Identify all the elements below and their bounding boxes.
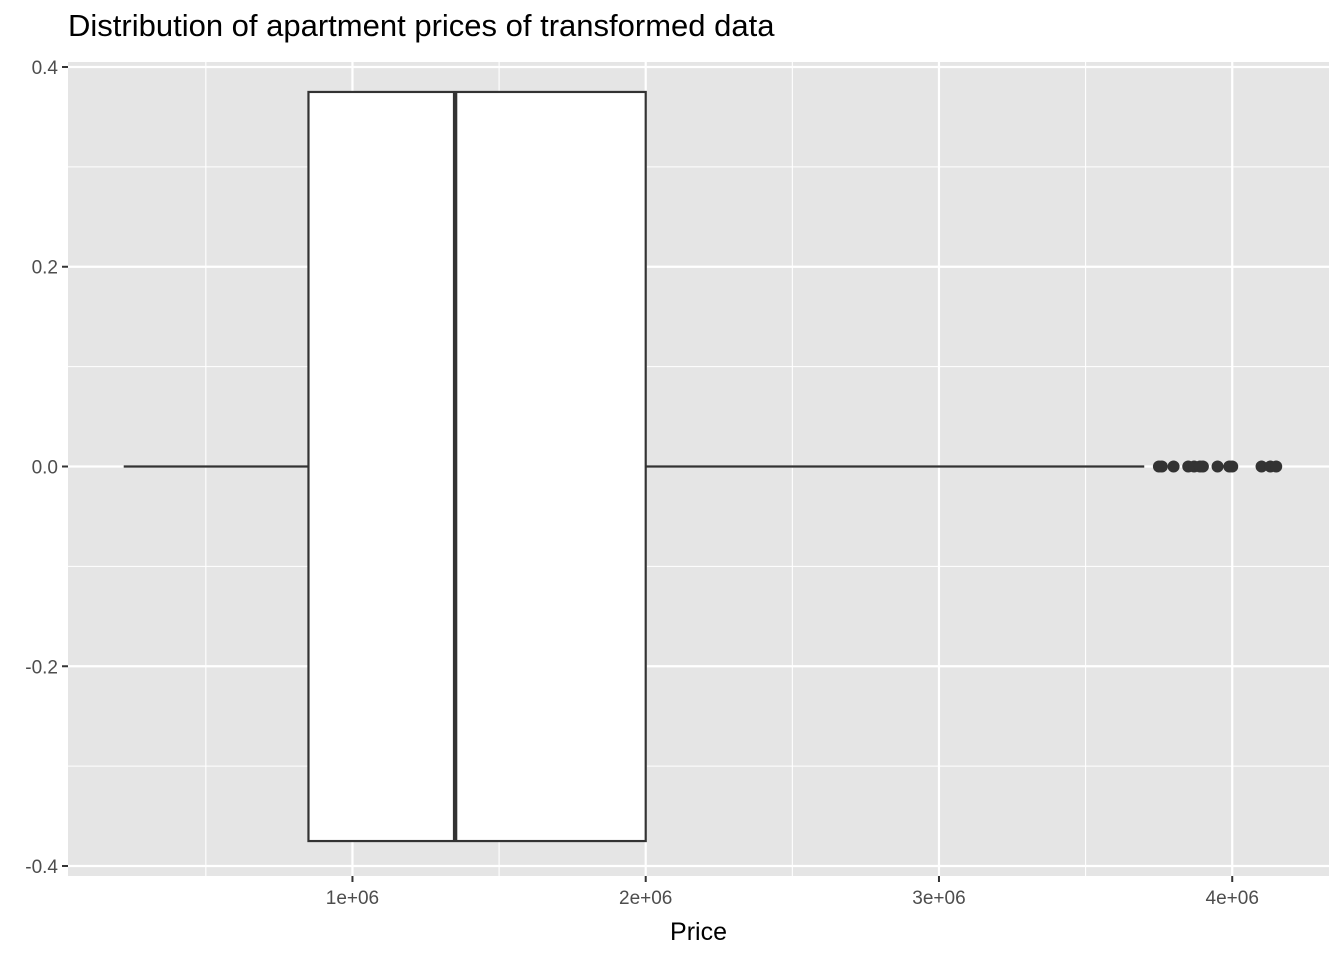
x-tick-label: 2e+06 <box>619 888 672 909</box>
x-axis-title: Price <box>670 918 727 946</box>
x-axis: 1e+06 2e+06 3e+06 4e+06 <box>326 876 1259 909</box>
outlier-point <box>1196 460 1209 473</box>
outlier-point <box>1155 460 1168 473</box>
y-axis: 0.4 0.2 0.0 -0.2 -0.4 <box>25 58 68 878</box>
x-tick-label: 4e+06 <box>1206 888 1259 909</box>
y-tick-label: -0.4 <box>25 857 58 878</box>
interquartile-box <box>307 90 647 843</box>
x-tick-label: 3e+06 <box>912 888 965 909</box>
outlier-point <box>1270 460 1283 473</box>
outlier-points <box>1152 460 1283 473</box>
y-tick-label: 0.2 <box>32 258 58 279</box>
outlier-point <box>1255 460 1268 473</box>
y-tick-label: 0.4 <box>32 58 59 79</box>
x-tick-label: 1e+06 <box>326 888 379 909</box>
chart-title: Distribution of apartment prices of tran… <box>68 8 775 43</box>
minor-gridlines-y <box>68 166 1329 767</box>
y-tick-label: -0.2 <box>25 657 58 678</box>
box-group <box>123 90 1145 843</box>
outlier-point <box>1167 460 1180 473</box>
y-tick-label: 0.0 <box>32 458 58 479</box>
outlier-point <box>1226 460 1239 473</box>
outlier-point <box>1211 460 1224 473</box>
plot-panel <box>68 62 1329 876</box>
